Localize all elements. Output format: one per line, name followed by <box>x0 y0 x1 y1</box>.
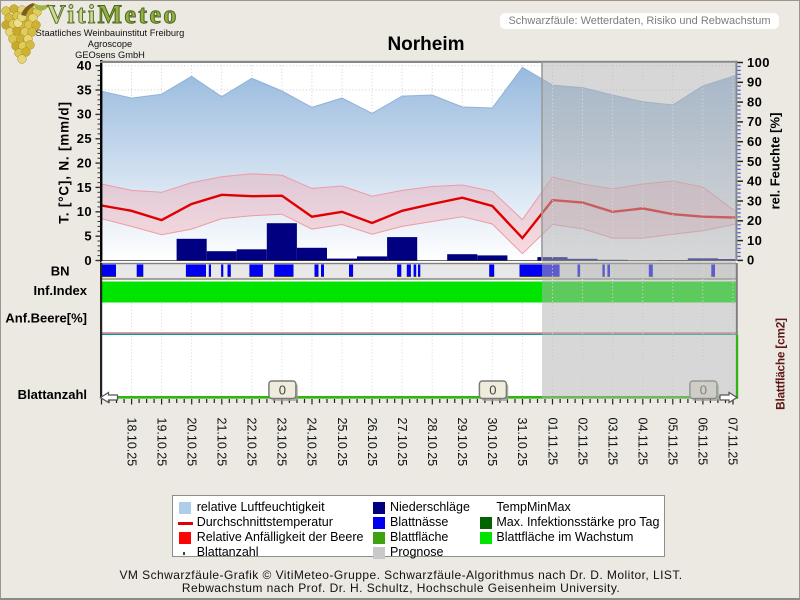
svg-text:40: 40 <box>747 174 762 189</box>
svg-text:20: 20 <box>747 213 762 228</box>
svg-text:02.11.25: 02.11.25 <box>575 418 589 466</box>
svg-text:25: 25 <box>77 131 92 146</box>
svg-text:0: 0 <box>279 383 286 398</box>
svg-text:18.10.25: 18.10.25 <box>124 418 138 467</box>
svg-text:T. [°C], N. [mm/d]: T. [°C], N. [mm/d] <box>57 101 72 224</box>
svg-text:Blattanzahl: Blattanzahl <box>18 387 87 402</box>
svg-text:0: 0 <box>489 383 496 398</box>
svg-text:80: 80 <box>747 94 762 109</box>
svg-text:70: 70 <box>747 114 762 129</box>
svg-text:07.11.25: 07.11.25 <box>726 418 740 466</box>
svg-text:30.10.25: 30.10.25 <box>485 418 499 467</box>
svg-text:21.10.25: 21.10.25 <box>215 418 229 467</box>
svg-text:30: 30 <box>77 107 92 122</box>
svg-text:05.11.25: 05.11.25 <box>666 418 680 466</box>
svg-text:01.11.25: 01.11.25 <box>545 418 559 466</box>
svg-text:15: 15 <box>77 180 92 195</box>
svg-text:27.10.25: 27.10.25 <box>395 418 409 467</box>
svg-text:rel. Feuchte [%]: rel. Feuchte [%] <box>768 113 783 210</box>
svg-text:30: 30 <box>747 193 762 208</box>
svg-text:35: 35 <box>77 82 92 97</box>
svg-text:04.11.25: 04.11.25 <box>636 418 650 466</box>
svg-text:06.11.25: 06.11.25 <box>696 418 710 466</box>
svg-text:29.10.25: 29.10.25 <box>455 418 469 467</box>
svg-text:50: 50 <box>747 154 762 169</box>
svg-text:26.10.25: 26.10.25 <box>365 418 379 467</box>
svg-text:20.10.25: 20.10.25 <box>184 418 198 467</box>
svg-text:31.10.25: 31.10.25 <box>515 418 529 467</box>
svg-text:22.10.25: 22.10.25 <box>245 418 259 467</box>
svg-text:28.10.25: 28.10.25 <box>425 418 439 467</box>
svg-text:90: 90 <box>747 75 762 90</box>
svg-text:25.10.25: 25.10.25 <box>335 418 349 467</box>
svg-text:19.10.25: 19.10.25 <box>154 418 168 467</box>
svg-text:24.10.25: 24.10.25 <box>305 418 319 467</box>
svg-text:0: 0 <box>747 253 755 268</box>
svg-text:20: 20 <box>77 155 92 170</box>
svg-text:Blattfläche [cm2]: Blattfläche [cm2] <box>774 318 788 410</box>
svg-text:Anf.Beere[%]: Anf.Beere[%] <box>5 311 87 326</box>
svg-text:03.11.25: 03.11.25 <box>605 418 619 466</box>
svg-text:Inf.Index: Inf.Index <box>34 283 88 298</box>
svg-text:23.10.25: 23.10.25 <box>275 418 289 467</box>
svg-text:10: 10 <box>77 204 92 219</box>
svg-text:5: 5 <box>84 229 92 244</box>
svg-text:100: 100 <box>747 55 770 70</box>
svg-text:60: 60 <box>747 134 762 149</box>
svg-text:0: 0 <box>84 253 92 268</box>
svg-text:40: 40 <box>77 58 92 73</box>
svg-text:10: 10 <box>747 233 762 248</box>
svg-text:BN: BN <box>51 264 70 279</box>
